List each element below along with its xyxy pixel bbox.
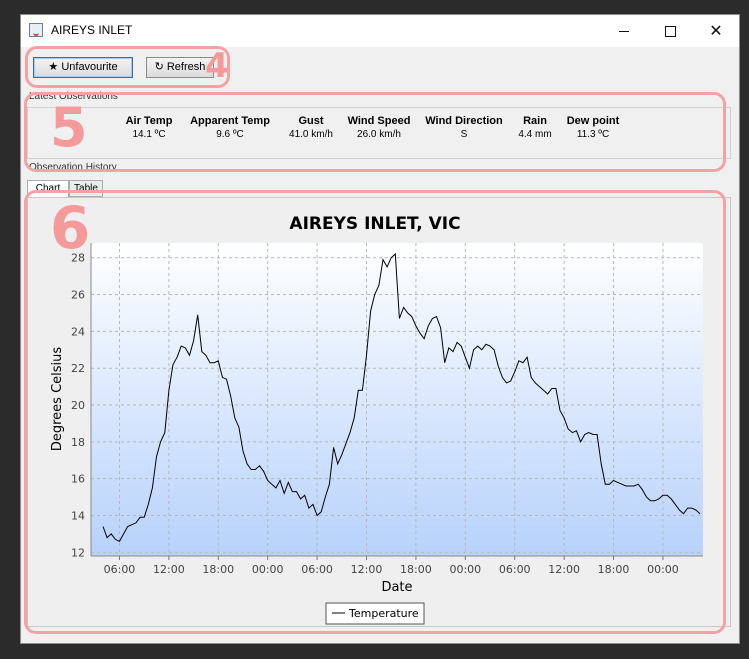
obs-value: 9.6 ºC: [216, 129, 244, 140]
title-bar[interactable]: AIREYS INLET ✕: [21, 15, 739, 47]
latest-observations-panel: [27, 107, 731, 159]
y-tick-label: 26: [71, 289, 85, 302]
y-tick-label: 28: [71, 252, 85, 265]
minimize-button[interactable]: [601, 15, 647, 47]
x-tick-label: 06:00: [499, 563, 531, 576]
y-tick-label: 16: [71, 473, 85, 486]
x-tick-label: 18:00: [598, 563, 630, 576]
obs-rain: Rain 4.4 mm: [513, 115, 557, 140]
annotation-box-4: [25, 46, 230, 88]
x-tick-label: 00:00: [252, 563, 284, 576]
y-tick-label: 14: [71, 509, 85, 522]
minimize-icon: [619, 30, 629, 32]
y-axis-label: Degrees Celsius: [50, 347, 65, 452]
obs-value: 11.3 ºC: [576, 129, 610, 140]
x-axis-label: Date: [381, 580, 412, 595]
y-tick-label: 22: [71, 362, 85, 375]
x-tick-label: 00:00: [449, 563, 481, 576]
temperature-chart: AIREYS INLET, VIC 12 14 16 18 20 22 24 26 28 06:…: [50, 214, 703, 625]
obs-header: Apparent Temp: [190, 115, 270, 127]
y-tick-label: 12: [71, 546, 85, 559]
x-tick-label: 12:00: [153, 563, 185, 576]
x-tick-label: 06:00: [301, 563, 333, 576]
legend-label-temperature: Temperature: [348, 607, 419, 620]
obs-header: Rain: [523, 115, 547, 127]
obs-header: Air Temp: [125, 115, 173, 127]
legend: Temperature: [325, 602, 425, 625]
x-axis: 06:00 12:00 18:00 00:00 06:00 12:00 18:00 00:00…: [91, 555, 703, 576]
observation-history-label: Observation History: [29, 162, 117, 173]
obs-wind-speed: Wind Speed 26.0 km/h: [343, 115, 415, 140]
chart-panel: AIREYS INLET, VIC 12 14 16 18 20 22 24 26 28 06:…: [27, 197, 731, 627]
y-tick-label: 18: [71, 436, 85, 449]
obs-header: Wind Speed: [347, 115, 411, 127]
legend-box: [325, 602, 425, 625]
latest-observations-label: Latest Observations: [29, 91, 118, 102]
obs-header: Gust: [298, 115, 324, 127]
x-tick-label: 18:00: [202, 563, 234, 576]
series-line-temperature: [102, 252, 701, 542]
refresh-button[interactable]: ↻ Refresh: [146, 57, 214, 78]
y-axis: 12 14 16 18 20 22 24 26 28: [71, 243, 92, 559]
obs-air-temp: Air Temp 14.1 ºC: [117, 115, 181, 140]
obs-value: 14.1 ºC: [132, 129, 166, 140]
plot-area: [91, 243, 703, 556]
app-window: AIREYS INLET ✕ ★ Unfavourite ↻ Refresh L…: [20, 14, 740, 644]
y-tick-label: 24: [71, 325, 85, 338]
chart-title: AIREYS INLET, VIC: [289, 214, 460, 234]
java-app-icon: [29, 23, 43, 37]
y-tick-label: 20: [71, 399, 85, 412]
obs-header: Wind Direction: [425, 115, 503, 127]
maximize-button[interactable]: [647, 15, 693, 47]
close-button[interactable]: ✕: [709, 21, 723, 40]
annotation-number-4: 4: [205, 46, 229, 86]
x-tick-label: 18:00: [400, 563, 432, 576]
x-tick-label: 12:00: [548, 563, 580, 576]
annotation-number-6: 6: [50, 194, 91, 262]
annotation-number-5: 5: [50, 96, 88, 159]
obs-value: 26.0 km/h: [357, 129, 401, 140]
x-tick-label: 12:00: [351, 563, 383, 576]
annotation-box-5: [24, 92, 726, 172]
tab-chart[interactable]: Chart: [27, 180, 69, 198]
obs-value: 4.4 mm: [518, 129, 552, 140]
window-title: AIREYS INLET: [51, 23, 133, 37]
unfavourite-button[interactable]: ★ Unfavourite: [33, 57, 133, 78]
obs-header: Dew point: [566, 115, 620, 127]
obs-value: S: [460, 129, 468, 140]
obs-wind-direction: Wind Direction S: [421, 115, 507, 140]
maximize-icon: [664, 25, 676, 37]
grid-lines: [91, 243, 703, 556]
obs-gust: Gust 41.0 km/h: [281, 115, 341, 140]
obs-value: 41.0 km/h: [289, 129, 333, 140]
obs-dew-point: Dew point 11.3 ºC: [561, 115, 625, 140]
obs-apparent-temp: Apparent Temp 9.6 ºC: [183, 115, 277, 140]
x-tick-label: 06:00: [104, 563, 136, 576]
annotation-box-6: [24, 190, 726, 634]
x-tick-label: 00:00: [647, 563, 679, 576]
